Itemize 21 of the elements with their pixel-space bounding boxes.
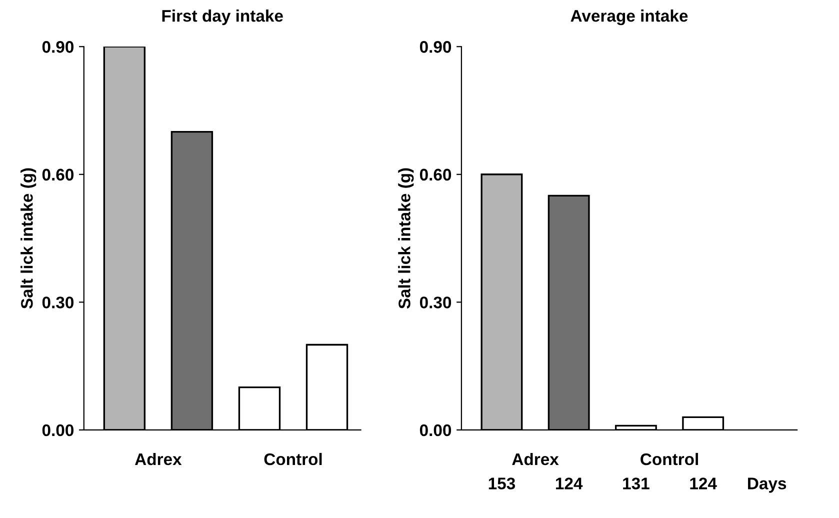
x-tick-label: 131 [623, 478, 650, 490]
text: Control [264, 452, 322, 466]
y-axis-title: Salt lick intake (g) [398, 168, 414, 309]
y-tick-label: 0.60 [420, 168, 452, 181]
text: Control [640, 452, 698, 466]
x-tick-label: 153 [488, 478, 516, 490]
y-tick-label: 0.90 [420, 41, 452, 53]
x-tick-label: 124 [690, 478, 717, 490]
x-axis-title: Days [748, 478, 786, 493]
y-tick-label: 0.30 [420, 296, 452, 308]
chart-title: Average intake [570, 10, 688, 26]
text: Adrex [134, 452, 182, 466]
y-tick-label: 0.30 [42, 296, 74, 308]
y-tick-label: 0.90 [42, 41, 74, 53]
y-tick-label: 0.60 [42, 168, 74, 181]
chart-title: First day intake [162, 10, 283, 26]
y-axis-title: Salt lick intake (g) [20, 168, 36, 309]
x-tick-label: 124 [556, 478, 583, 490]
y-tick-label: 0.00 [42, 424, 74, 436]
y-tick-label: 0.00 [420, 424, 452, 436]
text: Adrex [512, 452, 559, 466]
